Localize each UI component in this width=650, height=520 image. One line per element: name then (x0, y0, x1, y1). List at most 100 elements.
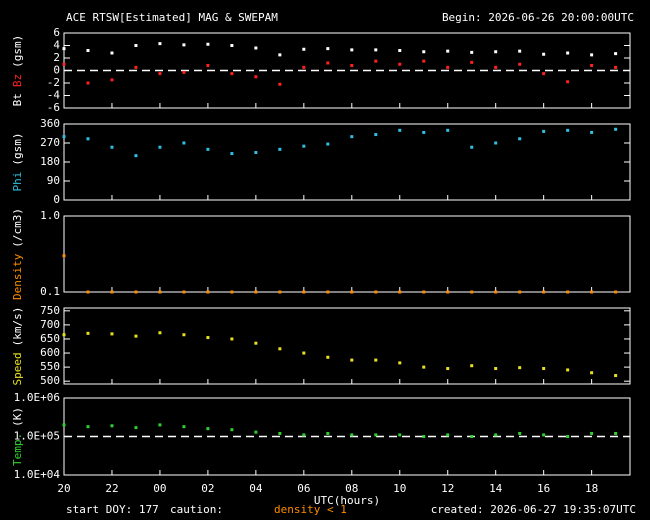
data-point (206, 42, 210, 46)
data-point (86, 331, 90, 335)
data-point (422, 59, 426, 63)
data-point (518, 49, 522, 53)
data-point (302, 433, 306, 437)
y-axis-label: Density (/cm3) (11, 208, 24, 300)
data-point (110, 145, 114, 149)
data-point (566, 80, 570, 84)
data-point (158, 42, 162, 46)
data-point (278, 82, 282, 86)
data-point (158, 423, 162, 427)
data-point (542, 367, 546, 371)
data-point (110, 51, 114, 55)
data-point (398, 361, 402, 365)
data-point (470, 145, 474, 149)
y-axis-label: Phi (gsm) (11, 133, 24, 192)
data-point (494, 433, 498, 437)
begin-time: Begin: 2026-06-26 20:00:00UTC (442, 11, 634, 24)
data-point (614, 65, 618, 69)
data-point (230, 152, 234, 156)
data-point (350, 358, 354, 362)
panel-frame (63, 215, 631, 293)
data-point (614, 431, 618, 435)
density-note: density < 1 (274, 503, 347, 516)
data-point (590, 53, 594, 57)
data-point (542, 72, 546, 76)
x-tick-label: 06 (297, 482, 310, 495)
data-point (470, 60, 474, 64)
data-point (182, 425, 186, 429)
y-label-part: Bz (11, 74, 24, 87)
data-point (350, 433, 354, 437)
data-point (470, 50, 474, 54)
data-point (446, 290, 450, 294)
y-label-part: Bt (11, 93, 24, 106)
x-tick-label: 14 (489, 482, 503, 495)
data-point (134, 44, 138, 47)
data-point (158, 331, 162, 335)
data-point (134, 426, 138, 430)
data-point (398, 128, 402, 132)
data-point (254, 430, 258, 434)
y-tick-label: 360 (40, 117, 60, 130)
data-point (518, 366, 522, 370)
data-point (494, 290, 498, 294)
data-point (590, 371, 594, 375)
data-point (110, 290, 114, 294)
x-tick-label: 16 (537, 482, 550, 495)
data-point (590, 130, 594, 134)
y-label-part: Temp. (11, 433, 24, 466)
chart-title: ACE RTSW[Estimated] MAG & SWEPAM (66, 11, 278, 24)
data-point (374, 59, 378, 63)
data-point (86, 425, 90, 429)
y-tick-label: -4 (47, 89, 61, 102)
data-point (326, 47, 330, 51)
data-point (230, 44, 234, 47)
data-point (446, 433, 450, 437)
data-point (278, 347, 282, 351)
data-point (422, 435, 426, 438)
data-point (518, 431, 522, 435)
data-point (566, 128, 570, 132)
data-point (374, 433, 378, 437)
data-point (86, 137, 90, 141)
data-point (302, 290, 306, 294)
data-point (350, 64, 354, 67)
data-point (302, 351, 306, 355)
data-point (542, 52, 546, 56)
x-tick-label: 08 (345, 482, 358, 495)
caution: caution: (170, 503, 223, 516)
y-tick-label: 6 (53, 26, 60, 39)
data-point (326, 431, 330, 435)
y-tick-label: 180 (40, 155, 60, 168)
y-tick-label: 1.0E+06 (14, 391, 60, 404)
data-point (494, 141, 498, 145)
data-point (542, 433, 546, 437)
y-tick-label: 0 (53, 64, 60, 77)
data-point (470, 435, 474, 438)
data-point (182, 141, 186, 145)
data-point (422, 365, 426, 369)
created-time: created: 2026-06-27 19:35:07UTC (431, 503, 636, 516)
data-point (446, 65, 450, 69)
data-point (302, 65, 306, 69)
y-tick-label: 90 (47, 174, 60, 187)
data-point (566, 435, 570, 438)
y-tick-label: 0.1 (40, 285, 60, 298)
data-point (206, 427, 210, 431)
data-point (542, 129, 546, 133)
data-point (566, 51, 570, 55)
data-point (254, 341, 258, 345)
data-point (614, 127, 618, 131)
data-point (230, 72, 234, 76)
data-point (494, 367, 498, 371)
data-point (446, 128, 450, 132)
y-axis-label: Speed (km/s) (11, 307, 24, 386)
data-point (110, 332, 114, 336)
data-point (86, 81, 90, 85)
y-tick-label: 650 (40, 332, 60, 345)
data-point (62, 47, 66, 51)
y-label-part: Density (11, 253, 24, 300)
x-tick-label: 22 (105, 482, 118, 495)
